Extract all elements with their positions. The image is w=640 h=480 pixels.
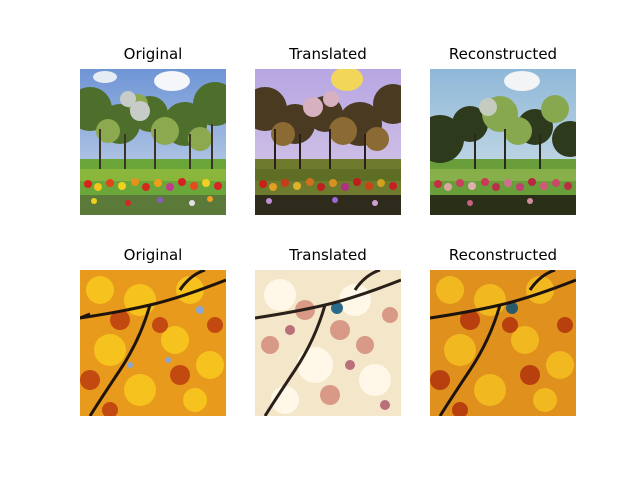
blossom-branches-image bbox=[255, 270, 401, 416]
orchard-spring-image bbox=[80, 69, 226, 215]
autumn-leaves-reconstructed-image bbox=[430, 270, 576, 416]
panel-title: Translated bbox=[255, 246, 401, 264]
autumn-leaves-image bbox=[80, 270, 226, 416]
panel-title: Reconstructed bbox=[430, 45, 576, 63]
orchard-reconstructed-image bbox=[430, 69, 576, 215]
orchard-autumn-image bbox=[255, 69, 401, 215]
panel-title: Original bbox=[80, 45, 226, 63]
panel-title: Translated bbox=[255, 45, 401, 63]
panel-title: Reconstructed bbox=[430, 246, 576, 264]
panel-title: Original bbox=[80, 246, 226, 264]
